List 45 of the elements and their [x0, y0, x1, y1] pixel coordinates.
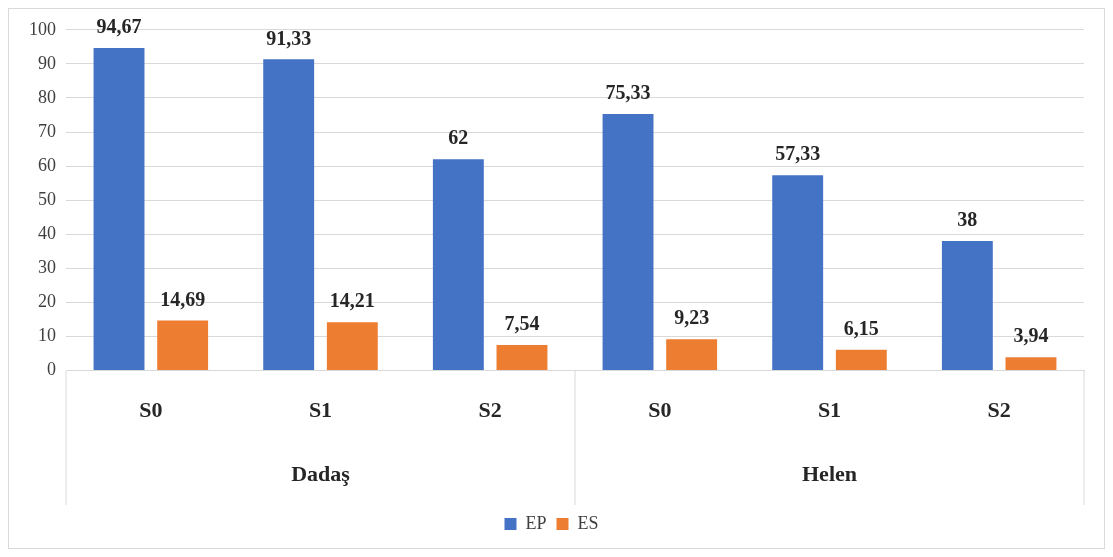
- bar: [157, 320, 209, 371]
- bar: [93, 47, 145, 371]
- y-tick-label: 30: [38, 257, 56, 278]
- text: Dadaş: [291, 460, 351, 486]
- bar: [263, 59, 315, 371]
- y-tick-label: 100: [29, 18, 56, 39]
- y-tick-label: 10: [38, 325, 56, 346]
- text: Helen: [802, 460, 857, 486]
- bar: [326, 322, 378, 371]
- y-tick-label: 20: [38, 291, 56, 312]
- bar: [602, 113, 654, 371]
- legend-label: EP: [525, 512, 547, 533]
- data-label: 3,94: [1013, 324, 1049, 347]
- x-tick-label: S2: [987, 397, 1011, 423]
- x-tick-label: S1: [308, 397, 333, 423]
- data-label: 7,54: [504, 312, 540, 335]
- y-tick-label: 60: [38, 154, 56, 175]
- y-tick-label: 80: [38, 86, 56, 107]
- x-tick-label: S0: [648, 397, 672, 423]
- data-label: 14,21: [329, 289, 375, 312]
- x-tick-label: S1: [817, 397, 842, 423]
- y-tick-label: 50: [38, 188, 56, 209]
- x-tick-label: S2: [478, 397, 502, 423]
- bar: [772, 175, 824, 371]
- data-label: 6,15: [843, 316, 879, 339]
- bar: [941, 241, 993, 371]
- data-label: 14,69: [160, 287, 206, 310]
- y-tick-label: 70: [38, 120, 56, 141]
- bar: [835, 349, 887, 371]
- y-tick-label: 0: [47, 359, 56, 380]
- bar: [1005, 357, 1057, 371]
- legend-label: ES: [577, 512, 599, 533]
- x-tick-label: S0: [139, 397, 163, 423]
- data-label: 91,33: [266, 26, 312, 49]
- bar: [666, 339, 718, 371]
- data-label: 62: [448, 126, 469, 149]
- data-label: 75,33: [605, 81, 651, 104]
- data-label: 9,23: [674, 306, 710, 329]
- data-label: 94,67: [96, 15, 142, 38]
- data-label: 57,33: [775, 142, 821, 165]
- data-label: 38: [957, 208, 978, 231]
- y-tick-label: 40: [38, 223, 56, 244]
- bar: [432, 159, 484, 371]
- bar: [496, 344, 548, 371]
- y-tick-label: 90: [38, 52, 56, 73]
